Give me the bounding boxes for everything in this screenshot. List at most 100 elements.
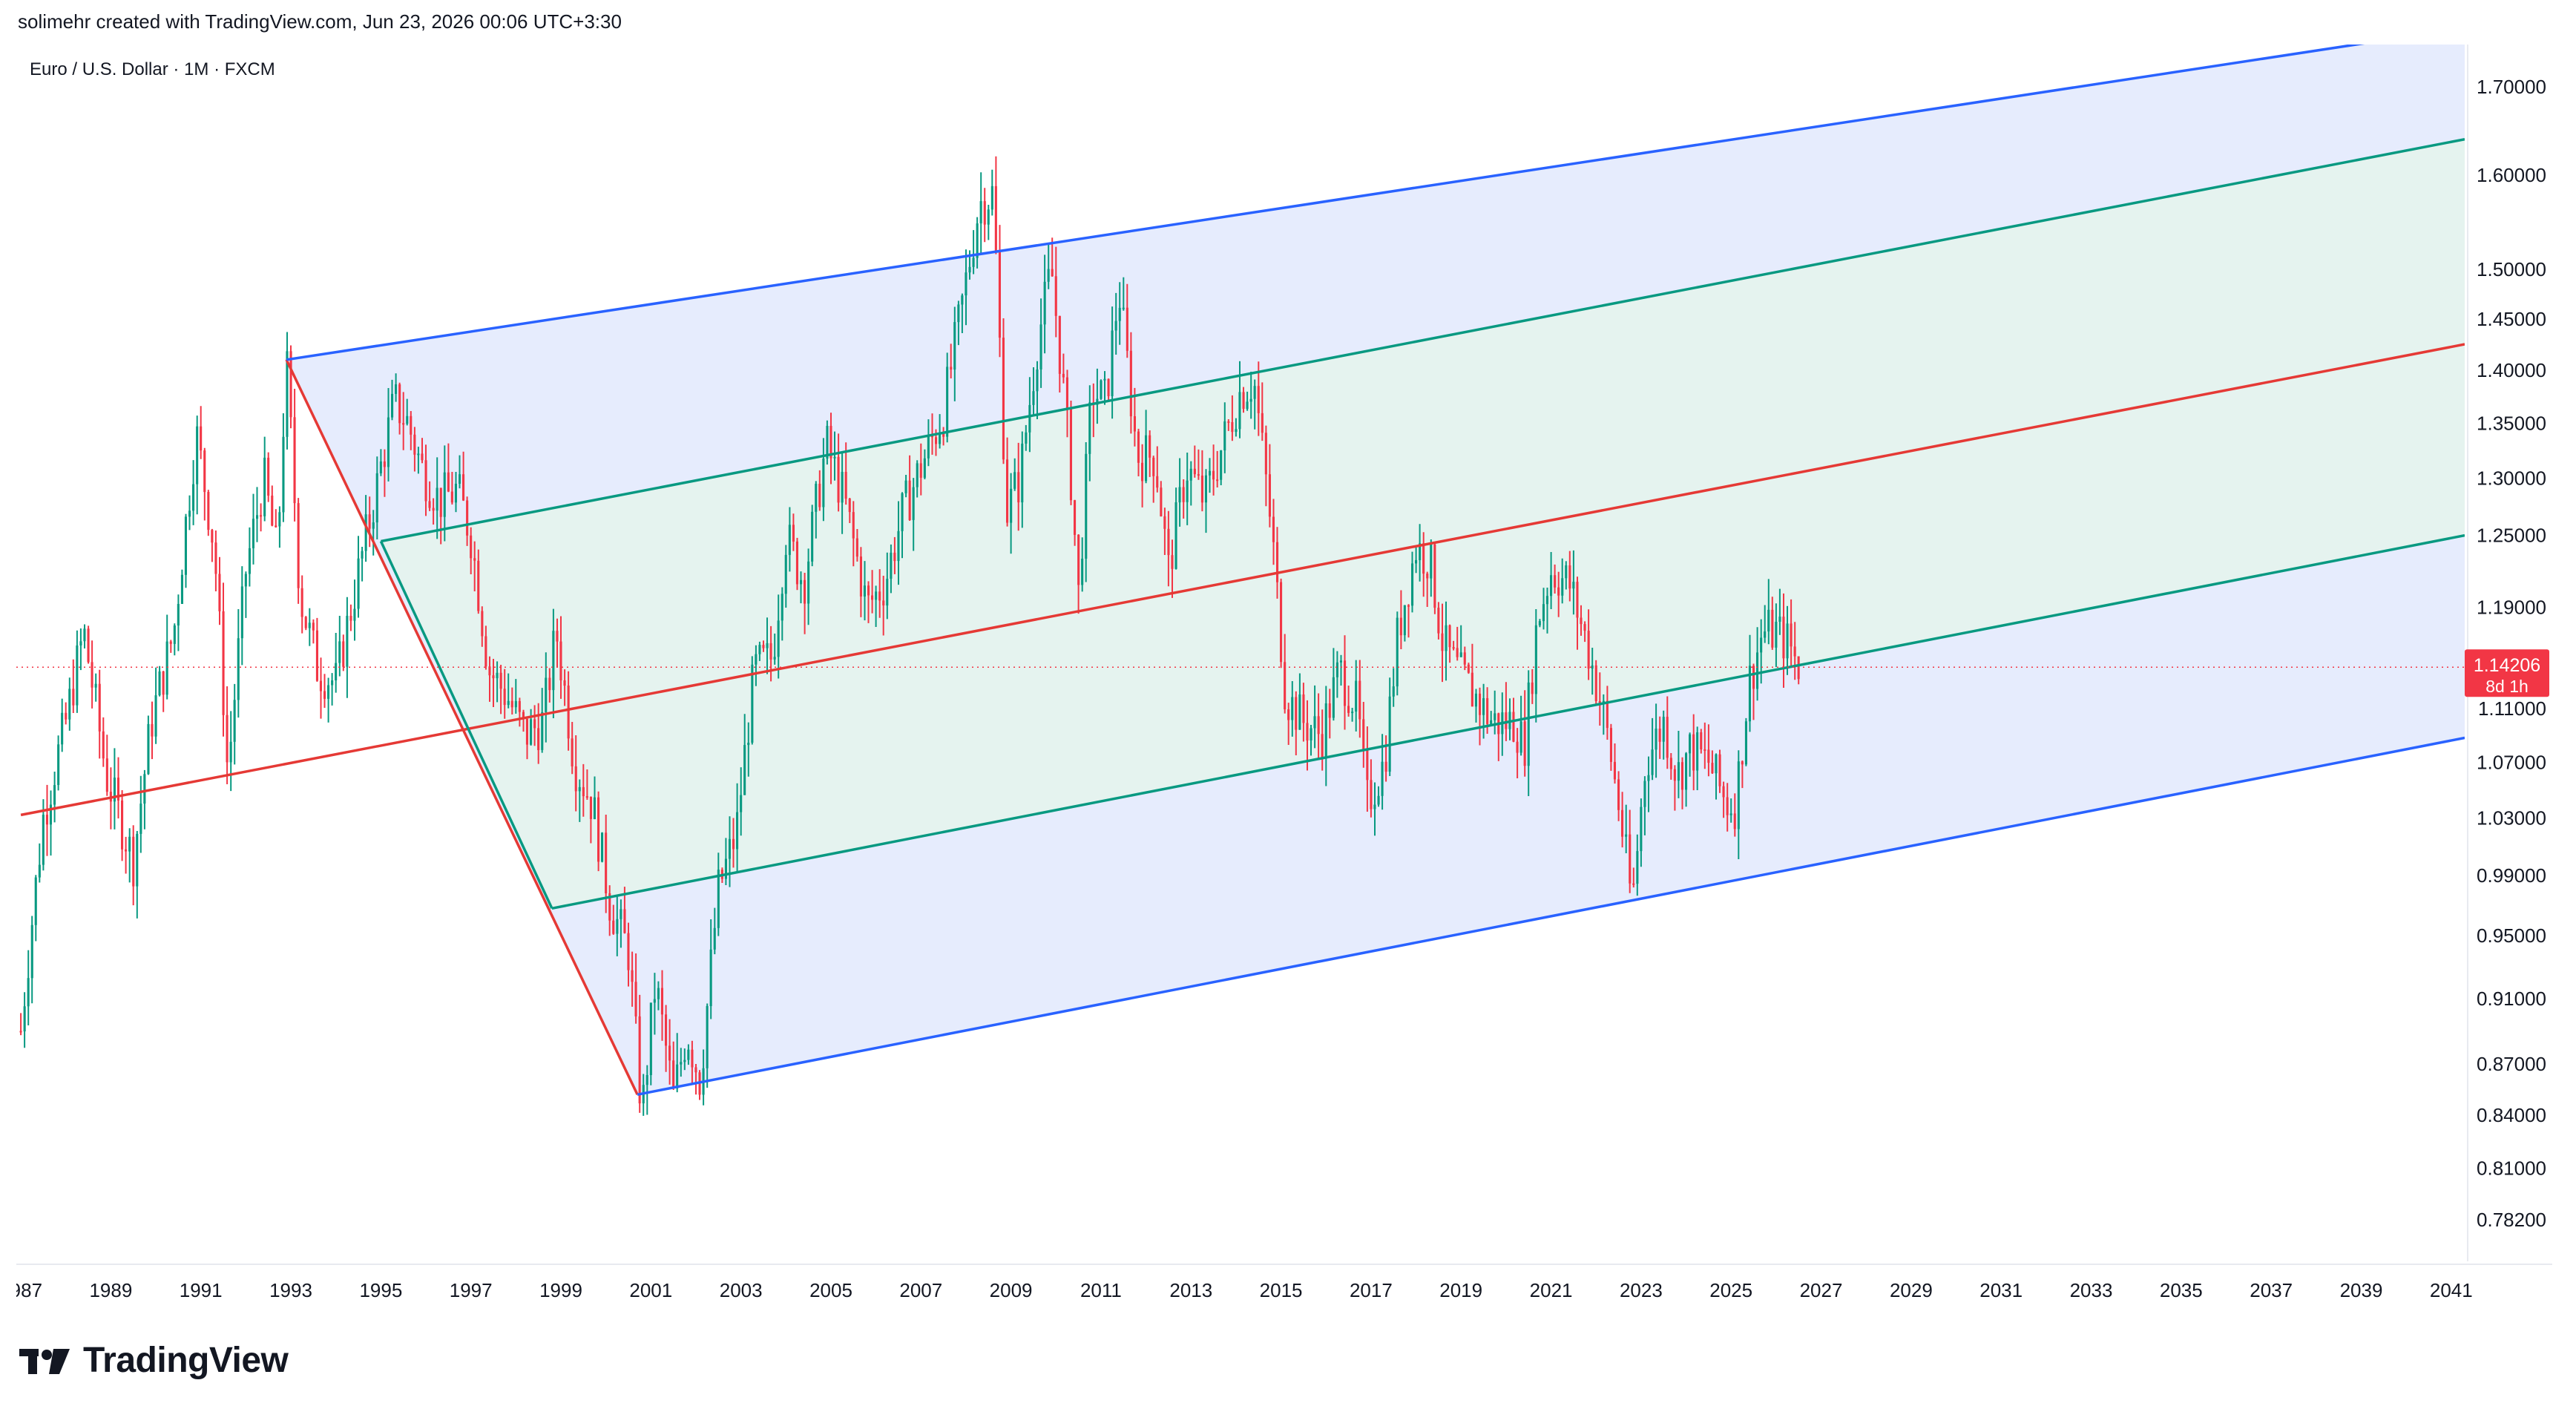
pitchfork-upper-outer-line[interactable]: [286, 45, 2465, 361]
candle-body: [499, 672, 502, 689]
candle-body: [908, 480, 911, 520]
candle-body: [1748, 666, 1751, 722]
candle-body: [1013, 472, 1016, 489]
candle-body: [1145, 435, 1148, 482]
y-tick-label: 0.84000: [2477, 1104, 2546, 1126]
pitchfork-base-line[interactable]: [379, 540, 553, 910]
candle-body: [1287, 709, 1290, 720]
candle-body: [1069, 407, 1072, 501]
candle-body: [1655, 729, 1657, 750]
candle-body: [1550, 575, 1553, 597]
candle-body: [162, 671, 165, 695]
candle-body: [98, 683, 101, 732]
candle-body: [1062, 373, 1065, 378]
candle-body: [919, 463, 922, 478]
candle-body: [1430, 544, 1433, 579]
pitchfork-handle-line[interactable]: [285, 359, 639, 1096]
candle-body: [863, 585, 866, 597]
candle-body: [1403, 605, 1406, 636]
candle-body: [1065, 377, 1068, 408]
candle-body: [477, 560, 480, 611]
y-axis: 1.70000 1.60000 1.50000 1.45000 1.40000 1.350…: [2467, 45, 2546, 1261]
candle-body: [83, 628, 86, 642]
candle-body: [1685, 753, 1688, 790]
candle-body: [432, 507, 435, 511]
candle-body: [1617, 779, 1620, 810]
x-tick-label: 2037: [2250, 1279, 2293, 1301]
candle-body: [76, 645, 79, 706]
candle-body: [1261, 413, 1264, 433]
candle-body: [1077, 534, 1080, 585]
candle-body: [1317, 716, 1320, 735]
candle-body: [680, 1062, 683, 1065]
candle-body: [724, 858, 727, 879]
candle-body: [424, 460, 427, 502]
pitchfork-lower-outer-line[interactable]: [637, 736, 2465, 1097]
candle-body: [454, 484, 457, 503]
candle-body: [1467, 664, 1470, 673]
candle-body: [1680, 762, 1683, 790]
candle-body: [1328, 703, 1331, 718]
candle-body: [300, 588, 303, 617]
candle-body: [855, 538, 858, 557]
y-tick-label: 1.19000: [2477, 596, 2546, 618]
candle-body: [1445, 625, 1448, 651]
candle-body: [496, 672, 499, 679]
candle-body: [773, 657, 776, 660]
candle-body: [263, 457, 266, 516]
candle-body: [578, 786, 581, 792]
candle-body: [335, 663, 338, 680]
candle-body: [660, 988, 663, 1015]
candle-body: [740, 795, 743, 812]
candle-body: [436, 487, 438, 511]
candle-body: [1700, 732, 1703, 749]
candle-body: [1103, 378, 1106, 381]
candle-body: [811, 511, 814, 562]
candle-body: [312, 622, 315, 631]
candle-body: [1399, 617, 1402, 636]
candle-body: [612, 920, 615, 934]
candle-body: [286, 351, 289, 437]
x-tick-label: 1991: [180, 1279, 223, 1301]
candle-body: [222, 611, 225, 715]
candle-body: [1223, 421, 1226, 450]
candle-body: [1227, 421, 1230, 423]
candle-body: [608, 893, 611, 921]
candle-body: [379, 461, 382, 473]
candle-body: [1452, 647, 1455, 649]
candle-body: [904, 480, 907, 493]
candle-body: [65, 712, 68, 720]
candle-body: [105, 758, 108, 792]
pitchfork-lower-inner-line[interactable]: [551, 533, 2465, 910]
candle-body: [68, 689, 71, 720]
candle-body: [1636, 851, 1639, 884]
candle-body: [676, 1064, 679, 1089]
candle-body: [275, 525, 277, 528]
candle-body: [890, 552, 893, 579]
candle-body: [1471, 672, 1473, 707]
candle-body: [1689, 734, 1692, 754]
pitchfork-upper-inner-line[interactable]: [381, 137, 2465, 543]
candle-body: [503, 689, 506, 706]
candle-body: [439, 487, 442, 517]
candle-body: [1538, 621, 1541, 625]
pitchfork-median-line[interactable]: [20, 343, 2465, 817]
candle-body: [154, 695, 157, 737]
candle-body: [1433, 544, 1436, 608]
candle-body: [567, 686, 570, 739]
candle-body: [1459, 652, 1462, 657]
candle-body: [713, 927, 716, 950]
candle-body: [717, 870, 720, 928]
candle-body: [1036, 369, 1039, 392]
candle-body: [113, 778, 116, 802]
last-price-countdown: 8d 1h: [2485, 677, 2529, 696]
chart-canvas[interactable]: 1.70000 1.60000 1.50000 1.45000 1.40000 1.350…: [16, 45, 2552, 1306]
candle-body: [1272, 516, 1275, 542]
tradingview-logo-text: TradingView: [83, 1341, 289, 1380]
tradingview-logo[interactable]: TradingView: [19, 1340, 289, 1381]
candle-body: [466, 500, 469, 536]
candle-body: [462, 474, 465, 501]
candle-body: [1744, 721, 1747, 765]
candle-body: [552, 631, 555, 691]
candle-body: [1235, 429, 1238, 433]
